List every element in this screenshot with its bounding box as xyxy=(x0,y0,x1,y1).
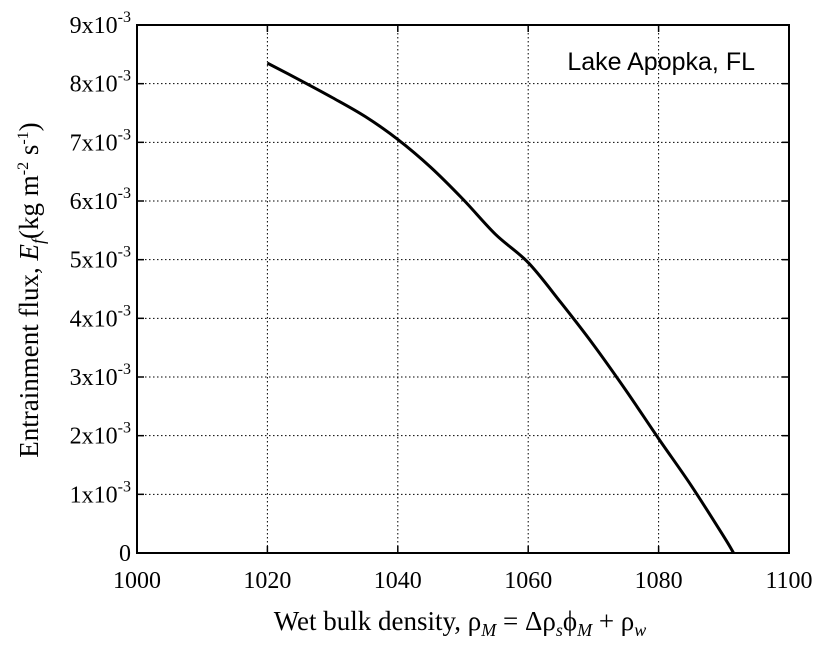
y-tick-label: 9x10-3 xyxy=(70,9,131,39)
y-tick-label: 5x10-3 xyxy=(70,244,131,274)
x-tick-label: 1100 xyxy=(765,568,812,594)
y-tick-label: 6x10-3 xyxy=(70,185,131,215)
x-tick-label: 1060 xyxy=(504,568,552,594)
y-tick-label: 1x10-3 xyxy=(70,478,131,508)
series-line xyxy=(266,61,735,554)
x-tick-label: 1080 xyxy=(635,568,683,594)
gridlines xyxy=(137,25,789,553)
x-tick-labels: 1000 1020 1040 1060 1080 1100 xyxy=(113,568,813,594)
y-tick-labels: 0 1x10-3 2x10-3 3x10-3 4x10-3 5x10-3 6x10-3 7x1… xyxy=(70,9,131,567)
x-tick-label: 1000 xyxy=(113,568,161,594)
x-axis-title: Wet bulk density, ρM = ΔρsϕM + ρw xyxy=(274,606,647,640)
y-tick-label: 7x10-3 xyxy=(70,126,131,156)
y-tick-label: 8x10-3 xyxy=(70,68,131,98)
plot-frame xyxy=(136,24,790,554)
x-tick-label: 1040 xyxy=(374,568,422,594)
y-tick-label: 3x10-3 xyxy=(70,361,131,391)
axis-ticks xyxy=(136,24,790,554)
y-tick-label: 2x10-3 xyxy=(70,420,131,450)
y-axis-title: Entrainment flux, Ef(kg m-2 s-1) xyxy=(14,122,48,457)
y-tick-label: 0 xyxy=(119,541,131,567)
x-tick-label: 1020 xyxy=(243,568,291,594)
annotation-label: Lake Apopka, FL xyxy=(567,48,755,76)
y-tick-label: 4x10-3 xyxy=(70,302,131,332)
